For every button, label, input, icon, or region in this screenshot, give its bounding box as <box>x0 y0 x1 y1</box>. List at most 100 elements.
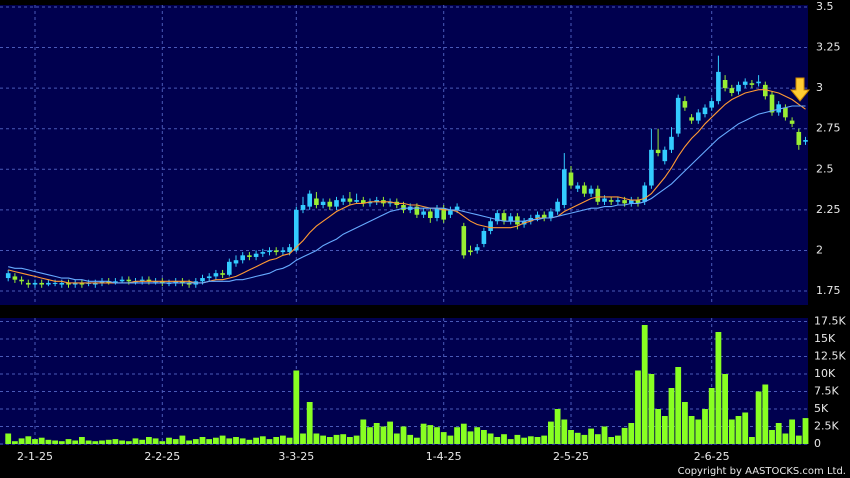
volume-bar <box>695 419 702 444</box>
candle-body <box>709 101 714 108</box>
volume-bar <box>273 437 280 444</box>
volume-bar <box>702 409 708 444</box>
volume-bar <box>313 433 320 444</box>
volume-bar <box>286 437 293 444</box>
y-tick-label: 10K <box>814 367 836 380</box>
volume-bar <box>58 441 65 444</box>
candle-body <box>803 140 808 142</box>
candle-body <box>428 211 433 218</box>
candle-body <box>468 250 473 253</box>
volume-bar <box>789 419 795 444</box>
x-tick-label: 1-4-25 <box>426 450 462 463</box>
volume-bar <box>132 438 139 444</box>
volume-bar <box>186 440 192 444</box>
x-tick-label: 2-5-25 <box>553 450 589 463</box>
volume-bar <box>293 370 300 444</box>
volume-bar <box>749 437 755 444</box>
volume-bar <box>5 433 12 444</box>
candle-body <box>756 81 761 84</box>
volume-bar <box>628 423 635 444</box>
candle-body <box>796 131 802 145</box>
volume-bar <box>487 433 494 444</box>
candle-body <box>495 213 500 222</box>
volume-bar <box>206 439 213 444</box>
candle-body <box>535 214 540 218</box>
y-tick-label: 2.5K <box>814 420 839 433</box>
x-tick-label: 2-2-25 <box>144 450 180 463</box>
candle-body <box>515 216 520 225</box>
candle-body <box>763 84 768 97</box>
volume-bar <box>373 423 380 444</box>
volume-bar <box>65 439 72 444</box>
candle-body <box>294 209 299 251</box>
candle-body <box>59 282 65 285</box>
candle-body <box>72 282 78 285</box>
candle-body <box>454 206 460 210</box>
volume-bar <box>507 439 514 444</box>
volume-bar <box>554 409 561 444</box>
volume-bar <box>12 441 18 444</box>
volume-bar <box>320 435 326 444</box>
volume-bar <box>266 439 273 444</box>
volume-bar <box>192 439 199 444</box>
candle-body <box>629 200 634 204</box>
volume-bar <box>541 435 548 444</box>
volume-bar <box>635 370 641 444</box>
volume-bar <box>655 409 661 444</box>
volume-bar <box>527 436 534 444</box>
candle-body <box>126 279 132 282</box>
volume-bar <box>440 432 447 444</box>
volume-bar <box>568 430 574 444</box>
volume-bar <box>233 437 239 444</box>
volume-bar <box>661 416 668 444</box>
y-tick-label: 5K <box>814 402 829 415</box>
y-tick-label: 1.75 <box>816 284 841 297</box>
candle-body <box>314 198 319 205</box>
candle-body <box>374 200 379 202</box>
volume-bar <box>340 434 347 444</box>
volume-bar <box>588 428 594 444</box>
volume-bar <box>139 439 146 444</box>
candle-body <box>783 107 788 118</box>
volume-bar <box>125 441 132 444</box>
volume-bar <box>534 437 541 444</box>
volume-bar <box>581 434 588 444</box>
candle-body <box>146 279 152 282</box>
volume-bar <box>393 433 400 444</box>
candle-body <box>260 252 266 254</box>
volume-bar <box>775 423 782 444</box>
candle-body <box>5 273 11 279</box>
volume-bar <box>407 434 414 444</box>
volume-bar <box>152 438 159 444</box>
candle-body <box>66 282 71 285</box>
candle-body <box>180 281 185 283</box>
candle-body <box>501 213 507 222</box>
x-tick-label: 3-3-25 <box>278 450 314 463</box>
candle-body <box>334 200 339 207</box>
volume-bar <box>18 438 25 444</box>
candle-body <box>615 200 621 202</box>
price-panel <box>0 5 808 305</box>
candle-body <box>642 185 647 202</box>
candle-body <box>327 201 333 207</box>
volume-bar <box>722 374 728 444</box>
candle-body <box>736 84 741 92</box>
volume-bar <box>246 439 253 444</box>
volume-bar <box>166 437 172 444</box>
volume-bar <box>574 432 581 444</box>
volume-bar <box>521 437 527 444</box>
candle-body <box>655 149 661 154</box>
volume-bar <box>601 426 608 444</box>
ma-line <box>8 105 806 284</box>
volume-bar <box>199 437 206 444</box>
volume-bar <box>447 435 454 444</box>
candle-body <box>675 97 681 134</box>
candle-body <box>99 281 105 283</box>
candle-body <box>769 94 775 113</box>
candle-body <box>508 216 513 222</box>
volume-bar <box>32 439 38 444</box>
candle-body <box>548 211 554 218</box>
volume-bar <box>179 435 186 444</box>
volume-bar <box>146 437 152 444</box>
